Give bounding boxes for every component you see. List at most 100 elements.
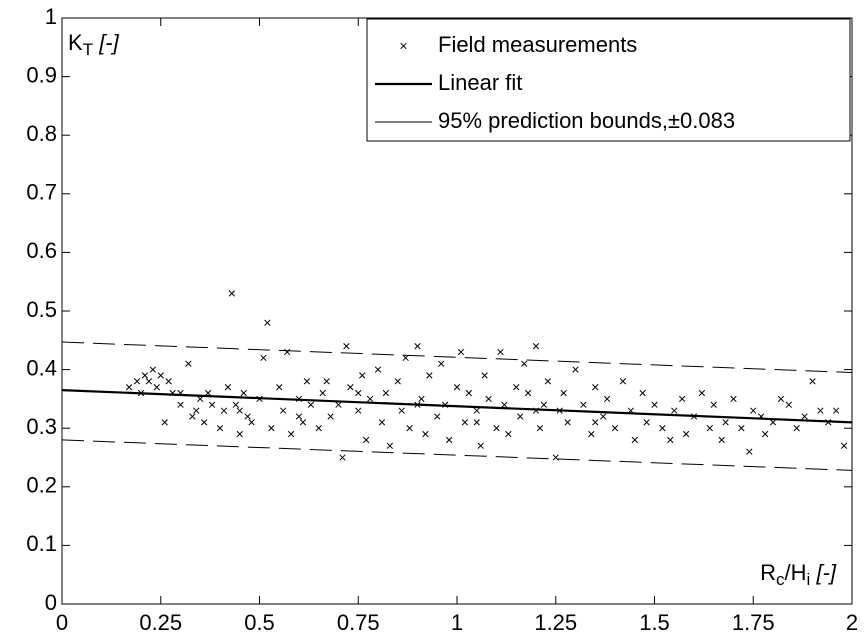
data-point	[603, 395, 611, 403]
data-point	[347, 384, 354, 391]
data-point	[414, 343, 421, 350]
data-point	[457, 348, 465, 356]
data-point	[359, 372, 366, 379]
legend-marker	[400, 42, 407, 50]
data-point	[722, 419, 729, 426]
data-point	[532, 343, 540, 350]
data-point	[461, 419, 469, 426]
data-point	[667, 436, 674, 444]
data-point	[287, 430, 295, 438]
data-point	[276, 384, 283, 391]
data-point	[260, 354, 267, 362]
data-point	[398, 407, 405, 414]
data-point	[473, 407, 480, 414]
data-point	[485, 395, 492, 403]
data-point	[572, 366, 579, 373]
legend-label: 95% prediction bounds,±0.083	[438, 108, 735, 133]
data-point	[738, 425, 745, 432]
data-point	[761, 430, 769, 438]
data-point	[682, 430, 690, 438]
x-tick-label: 2	[846, 610, 858, 635]
data-point	[240, 389, 247, 397]
data-point	[153, 384, 160, 391]
data-point	[619, 378, 627, 385]
data-point	[730, 395, 737, 403]
data-point	[710, 401, 717, 408]
data-point	[378, 419, 386, 426]
y-tick-label: 0.7	[26, 180, 57, 205]
data-point	[165, 378, 172, 385]
x-axis-label-part: [-]	[810, 560, 837, 585]
data-point	[599, 413, 607, 420]
data-point	[295, 413, 303, 420]
data-point	[232, 401, 239, 408]
data-point	[552, 454, 559, 461]
y-tick-label: 0.5	[26, 297, 57, 322]
data-point	[698, 389, 706, 397]
data-point	[193, 407, 200, 414]
data-point	[418, 395, 425, 403]
y-tick-label: 0.1	[26, 531, 57, 556]
data-point	[611, 425, 619, 432]
x-tick-label: 1.25	[534, 610, 577, 635]
legend	[366, 18, 851, 142]
x-tick-label: 1.5	[639, 610, 670, 635]
data-point	[639, 389, 646, 397]
data-point	[228, 290, 236, 297]
data-point	[746, 448, 753, 455]
data-point	[659, 425, 666, 432]
data-point	[343, 343, 350, 350]
data-point	[177, 401, 184, 408]
data-point	[544, 378, 552, 385]
data-point	[366, 395, 374, 403]
data-point	[268, 425, 275, 432]
data-point	[197, 395, 204, 403]
legend-label: Linear fit	[438, 70, 522, 95]
x-tick-label: 0.75	[337, 610, 380, 635]
x-axis-label-part: R	[760, 560, 776, 585]
data-point	[248, 419, 255, 426]
y-tick-label: 0.3	[26, 414, 57, 439]
data-point	[793, 425, 800, 432]
data-point	[141, 372, 149, 379]
x-axis-label-part: /H	[785, 560, 807, 585]
data-point	[236, 430, 243, 438]
x-tick-label: 1.75	[732, 610, 775, 635]
data-point	[339, 454, 346, 461]
data-point	[631, 436, 638, 444]
data-point	[335, 401, 342, 408]
data-point	[718, 436, 725, 444]
x-tick-label: 0.25	[139, 610, 182, 635]
x-tick-label: 0.5	[244, 610, 275, 635]
data-point	[382, 389, 390, 397]
data-point	[220, 407, 228, 414]
data-point	[497, 348, 504, 356]
data-point	[524, 389, 532, 397]
data-point	[520, 360, 528, 367]
data-point	[189, 413, 196, 420]
data-point	[362, 436, 370, 444]
x-tick-label: 0	[56, 610, 68, 635]
x-axis-label-part: i	[807, 570, 811, 589]
data-point	[651, 401, 658, 408]
y-tick-label: 0.6	[26, 238, 57, 263]
y-axis-label-part: [-]	[93, 30, 120, 55]
data-point	[374, 366, 382, 373]
data-point	[477, 442, 484, 449]
data-point	[445, 436, 453, 444]
data-point	[355, 389, 362, 397]
data-point	[817, 407, 824, 414]
data-point	[536, 425, 544, 432]
data-point	[185, 360, 192, 367]
data-point	[406, 425, 413, 432]
data-point	[299, 419, 307, 426]
data-point	[706, 425, 713, 432]
data-point	[453, 384, 461, 391]
data-point	[473, 419, 480, 426]
data-point	[319, 389, 326, 397]
data-point	[564, 419, 571, 426]
data-point	[588, 430, 595, 438]
data-point	[315, 425, 322, 432]
data-point	[307, 401, 315, 408]
